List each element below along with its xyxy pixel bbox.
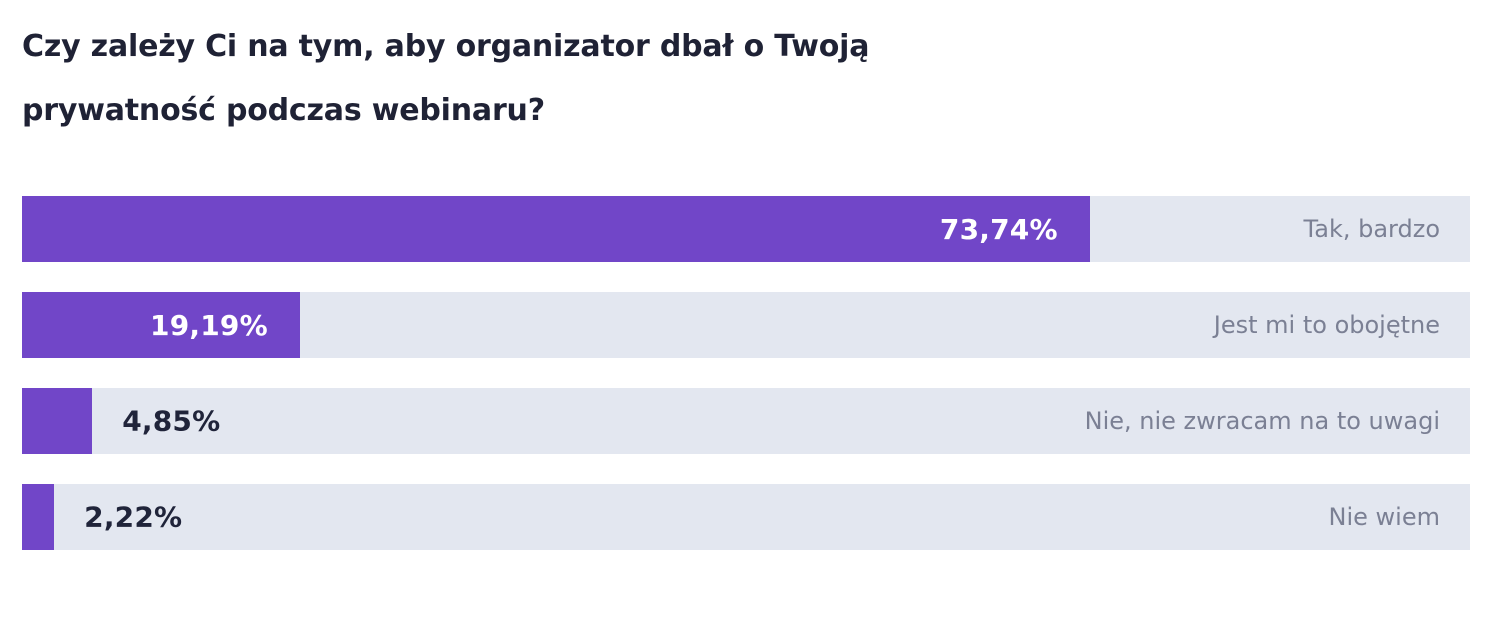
bar-category-label: Jest mi to obojętne — [1213, 311, 1440, 339]
bar-row-jest-mi-to-obojetne: 19,19% Jest mi to obojętne — [22, 292, 1470, 358]
bar-row-nie-wiem: 2,22% Nie wiem — [22, 484, 1470, 550]
bar-category-label: Nie, nie zwracam na to uwagi — [1084, 407, 1440, 435]
bar-value-label: 19,19% — [150, 308, 268, 342]
bar-row-nie-nie-zwracam: 4,85% Nie, nie zwracam na to uwagi — [22, 388, 1470, 454]
bar-fill: 4,85% — [22, 388, 220, 454]
chart-title: Czy zależy Ci na tym, aby organizator db… — [22, 15, 1470, 143]
bar-chart: 73,74% Tak, bardzo 19,19% Jest mi to obo… — [22, 196, 1470, 550]
chart-title-line-1: Czy zależy Ci na tym, aby organizator db… — [22, 29, 870, 64]
bar-category-label: Nie wiem — [1328, 503, 1440, 531]
bar-value-label: 73,74% — [939, 212, 1058, 246]
bar-row-tak-bardzo: 73,74% Tak, bardzo — [22, 196, 1470, 262]
bar-fill: 2,22% — [22, 484, 182, 550]
bar-fill: 73,74% — [22, 196, 1090, 262]
bar-category-label: Tak, bardzo — [1303, 215, 1440, 243]
bar-track: 4,85% Nie, nie zwracam na to uwagi — [22, 388, 1470, 454]
bar-fill: 19,19% — [22, 292, 300, 358]
chart-title-line-2: prywatność podczas webinaru? — [22, 93, 545, 128]
bar-track: 19,19% Jest mi to obojętne — [22, 292, 1470, 358]
bar-track: 2,22% Nie wiem — [22, 484, 1470, 550]
bar-value-label: 2,22% — [84, 500, 183, 534]
bar-value-label: 4,85% — [122, 404, 221, 438]
bar-track: 73,74% Tak, bardzo — [22, 196, 1470, 262]
